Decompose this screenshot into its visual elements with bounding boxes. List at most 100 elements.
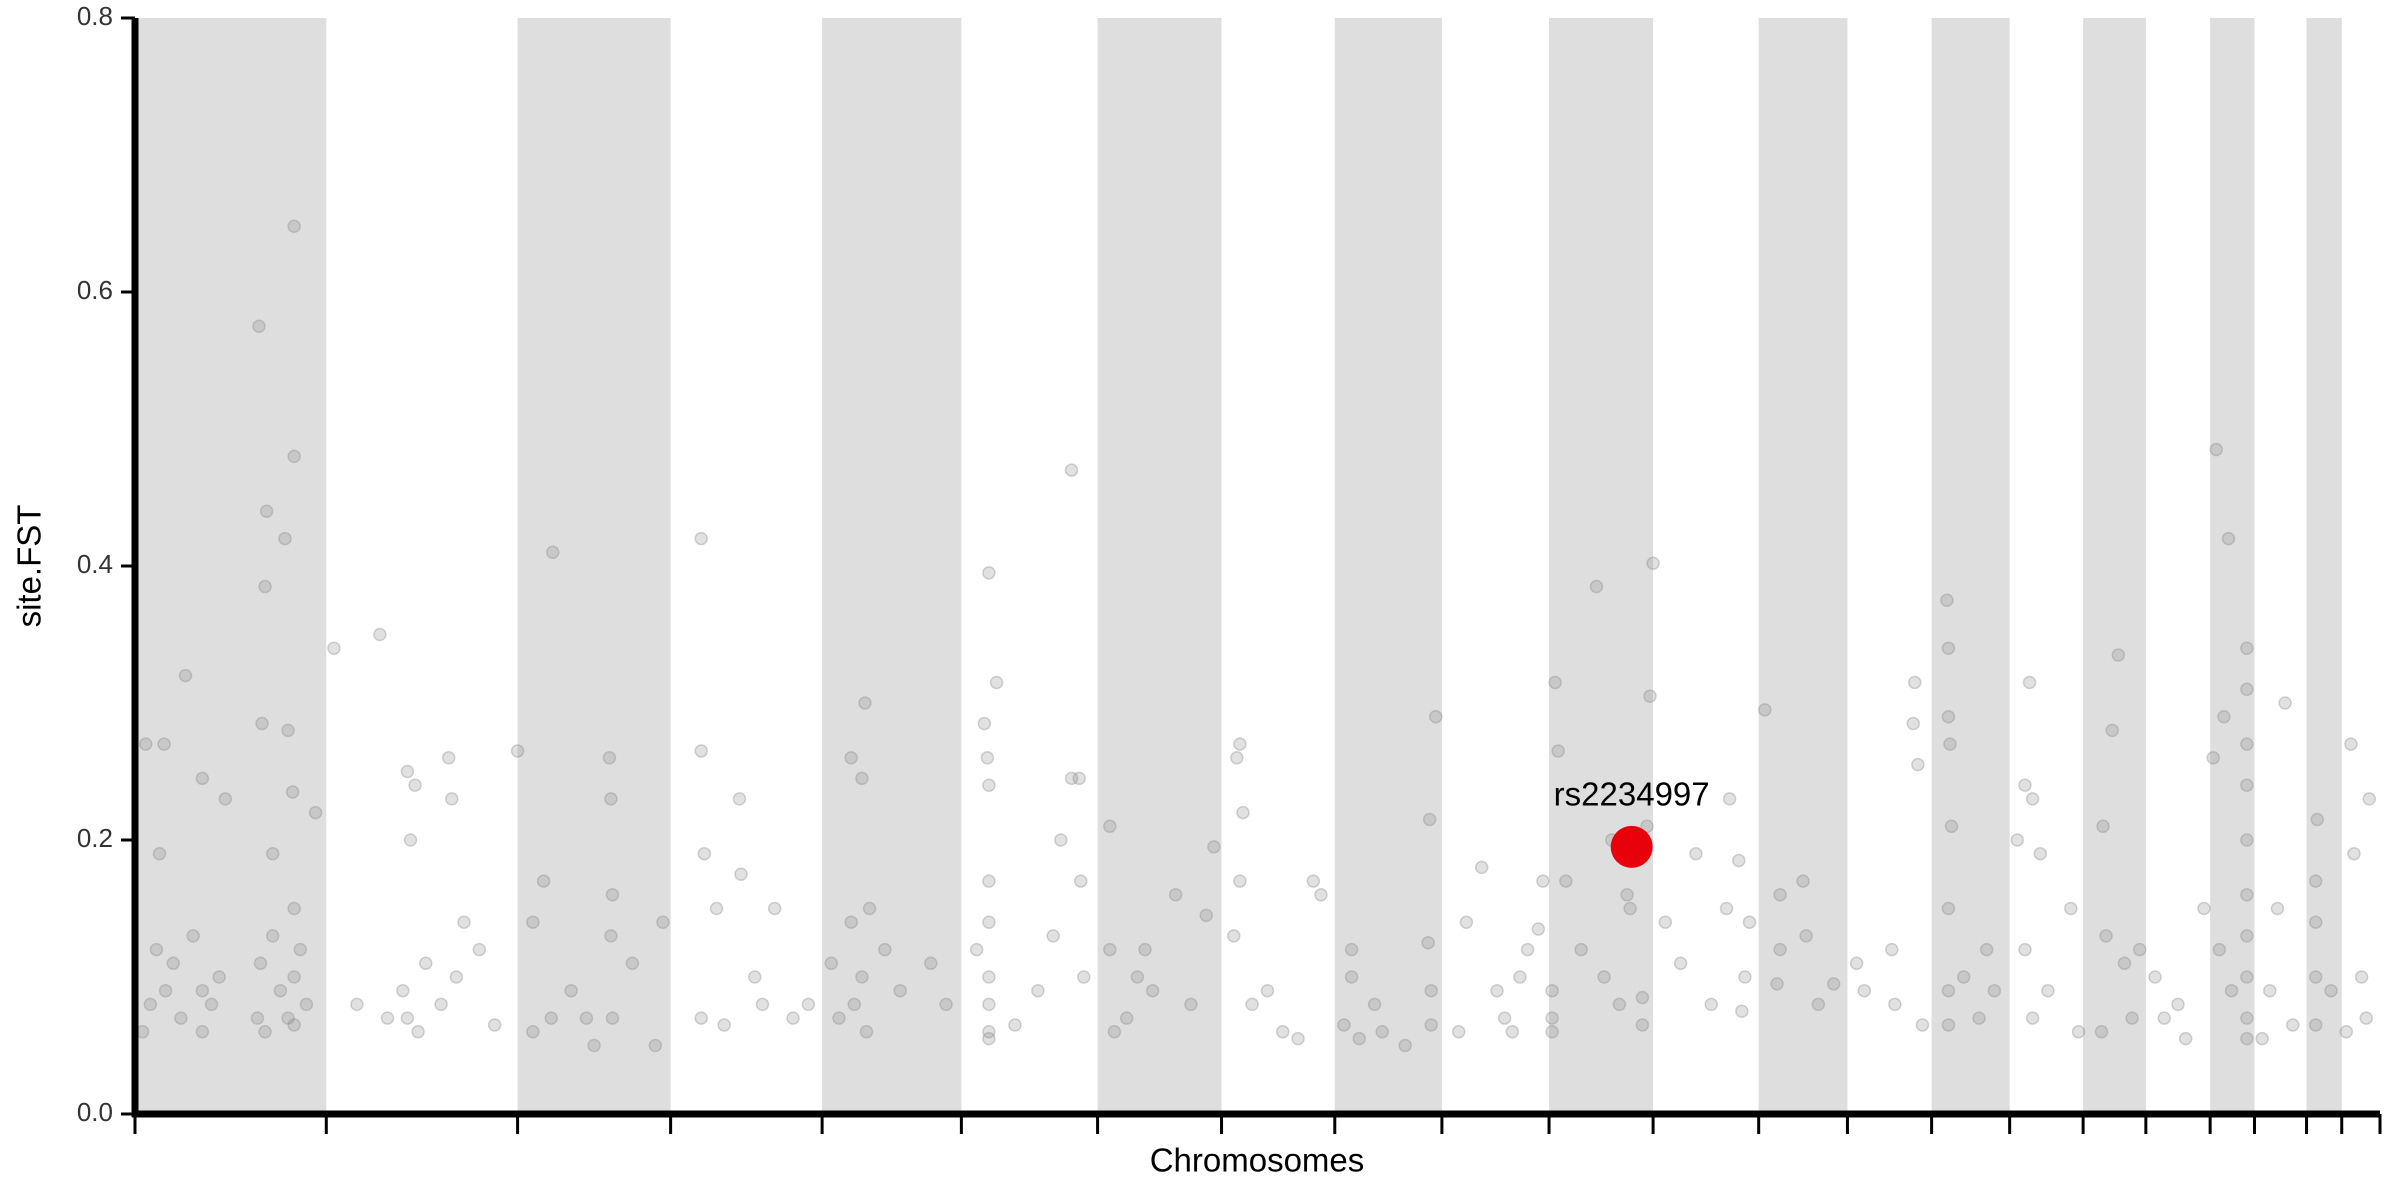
point: [969, 942, 984, 957]
point: [287, 970, 301, 984]
point: [939, 997, 953, 1012]
point: [299, 997, 314, 1012]
point: [1337, 1018, 1351, 1032]
point: [1589, 579, 1604, 594]
point: [605, 888, 620, 902]
point: [982, 915, 996, 929]
point: [1719, 901, 1734, 916]
point: [1799, 929, 1813, 943]
point: [2344, 737, 2358, 751]
point: [1849, 956, 1864, 971]
point: [1722, 792, 1737, 806]
point: [1704, 997, 1718, 1012]
point: [982, 997, 996, 1012]
point: [1908, 675, 1922, 690]
point: [1064, 463, 1079, 477]
point: [449, 970, 464, 984]
point: [2148, 970, 2162, 984]
point: [1421, 936, 1435, 950]
point: [157, 737, 171, 751]
point: [1054, 833, 1068, 847]
point: [694, 1011, 708, 1025]
point: [1770, 977, 1784, 991]
point: [1367, 997, 1382, 1012]
point: [285, 785, 300, 799]
point: [1735, 1004, 1749, 1018]
point: [587, 1038, 601, 1053]
point: [604, 929, 618, 943]
point: [2308, 1018, 2323, 1032]
point: [380, 1011, 395, 1025]
point: [1620, 888, 1634, 902]
point: [982, 778, 996, 792]
point: [1422, 812, 1437, 827]
point: [1979, 942, 1994, 957]
point: [441, 751, 456, 765]
point: [419, 956, 433, 971]
point: [2362, 792, 2377, 806]
point: [2221, 531, 2236, 546]
point: [1941, 901, 1956, 916]
point: [1513, 970, 1527, 984]
point: [166, 956, 181, 971]
point: [1314, 888, 1328, 902]
point: [2105, 723, 2119, 738]
point: [1551, 744, 1565, 758]
point: [2111, 648, 2126, 662]
point: [1941, 983, 1956, 998]
point: [2240, 682, 2254, 697]
point: [1168, 888, 1183, 902]
point: [1559, 874, 1573, 888]
point: [605, 1011, 620, 1025]
point: [174, 1011, 188, 1025]
point: [980, 751, 995, 765]
point: [1941, 709, 1956, 724]
point: [2278, 696, 2292, 710]
point: [252, 319, 266, 333]
point: [1941, 641, 1956, 655]
point: [2125, 1011, 2139, 1025]
point: [2339, 1025, 2354, 1039]
point: [273, 983, 288, 998]
point: [982, 1025, 996, 1039]
point: [400, 1011, 415, 1025]
point: [2240, 833, 2254, 847]
point: [1643, 689, 1657, 703]
point: [2347, 846, 2361, 861]
point: [2033, 846, 2048, 861]
point: [1424, 983, 1438, 998]
point: [544, 1011, 559, 1025]
point: [2099, 929, 2113, 943]
point: [445, 792, 459, 806]
point: [2117, 956, 2132, 971]
point: [1260, 983, 1275, 998]
point: [2255, 1031, 2269, 1046]
point: [1375, 1025, 1389, 1039]
highlight-label: rs2234997: [1554, 776, 1710, 813]
point: [178, 668, 193, 683]
point: [1145, 983, 1160, 998]
point: [195, 983, 210, 998]
points: rs2234997: [135, 219, 2377, 1053]
point: [2209, 442, 2224, 457]
point: [1230, 751, 1244, 765]
point: [844, 751, 858, 765]
chromosome-band: [2083, 18, 2146, 1114]
point: [1548, 675, 1562, 690]
point: [255, 716, 269, 731]
point: [350, 997, 364, 1012]
point: [1658, 915, 1673, 929]
point: [2094, 1025, 2109, 1039]
point: [1673, 956, 1688, 971]
y-tick-label: 0.2: [77, 823, 113, 853]
point: [434, 997, 448, 1012]
point: [732, 792, 747, 806]
point: [1207, 840, 1221, 854]
point: [2354, 970, 2369, 984]
point: [1103, 942, 1117, 957]
point: [648, 1038, 663, 1053]
point: [281, 723, 295, 738]
point: [411, 1025, 425, 1039]
point: [1119, 1011, 1134, 1025]
point: [694, 531, 708, 546]
